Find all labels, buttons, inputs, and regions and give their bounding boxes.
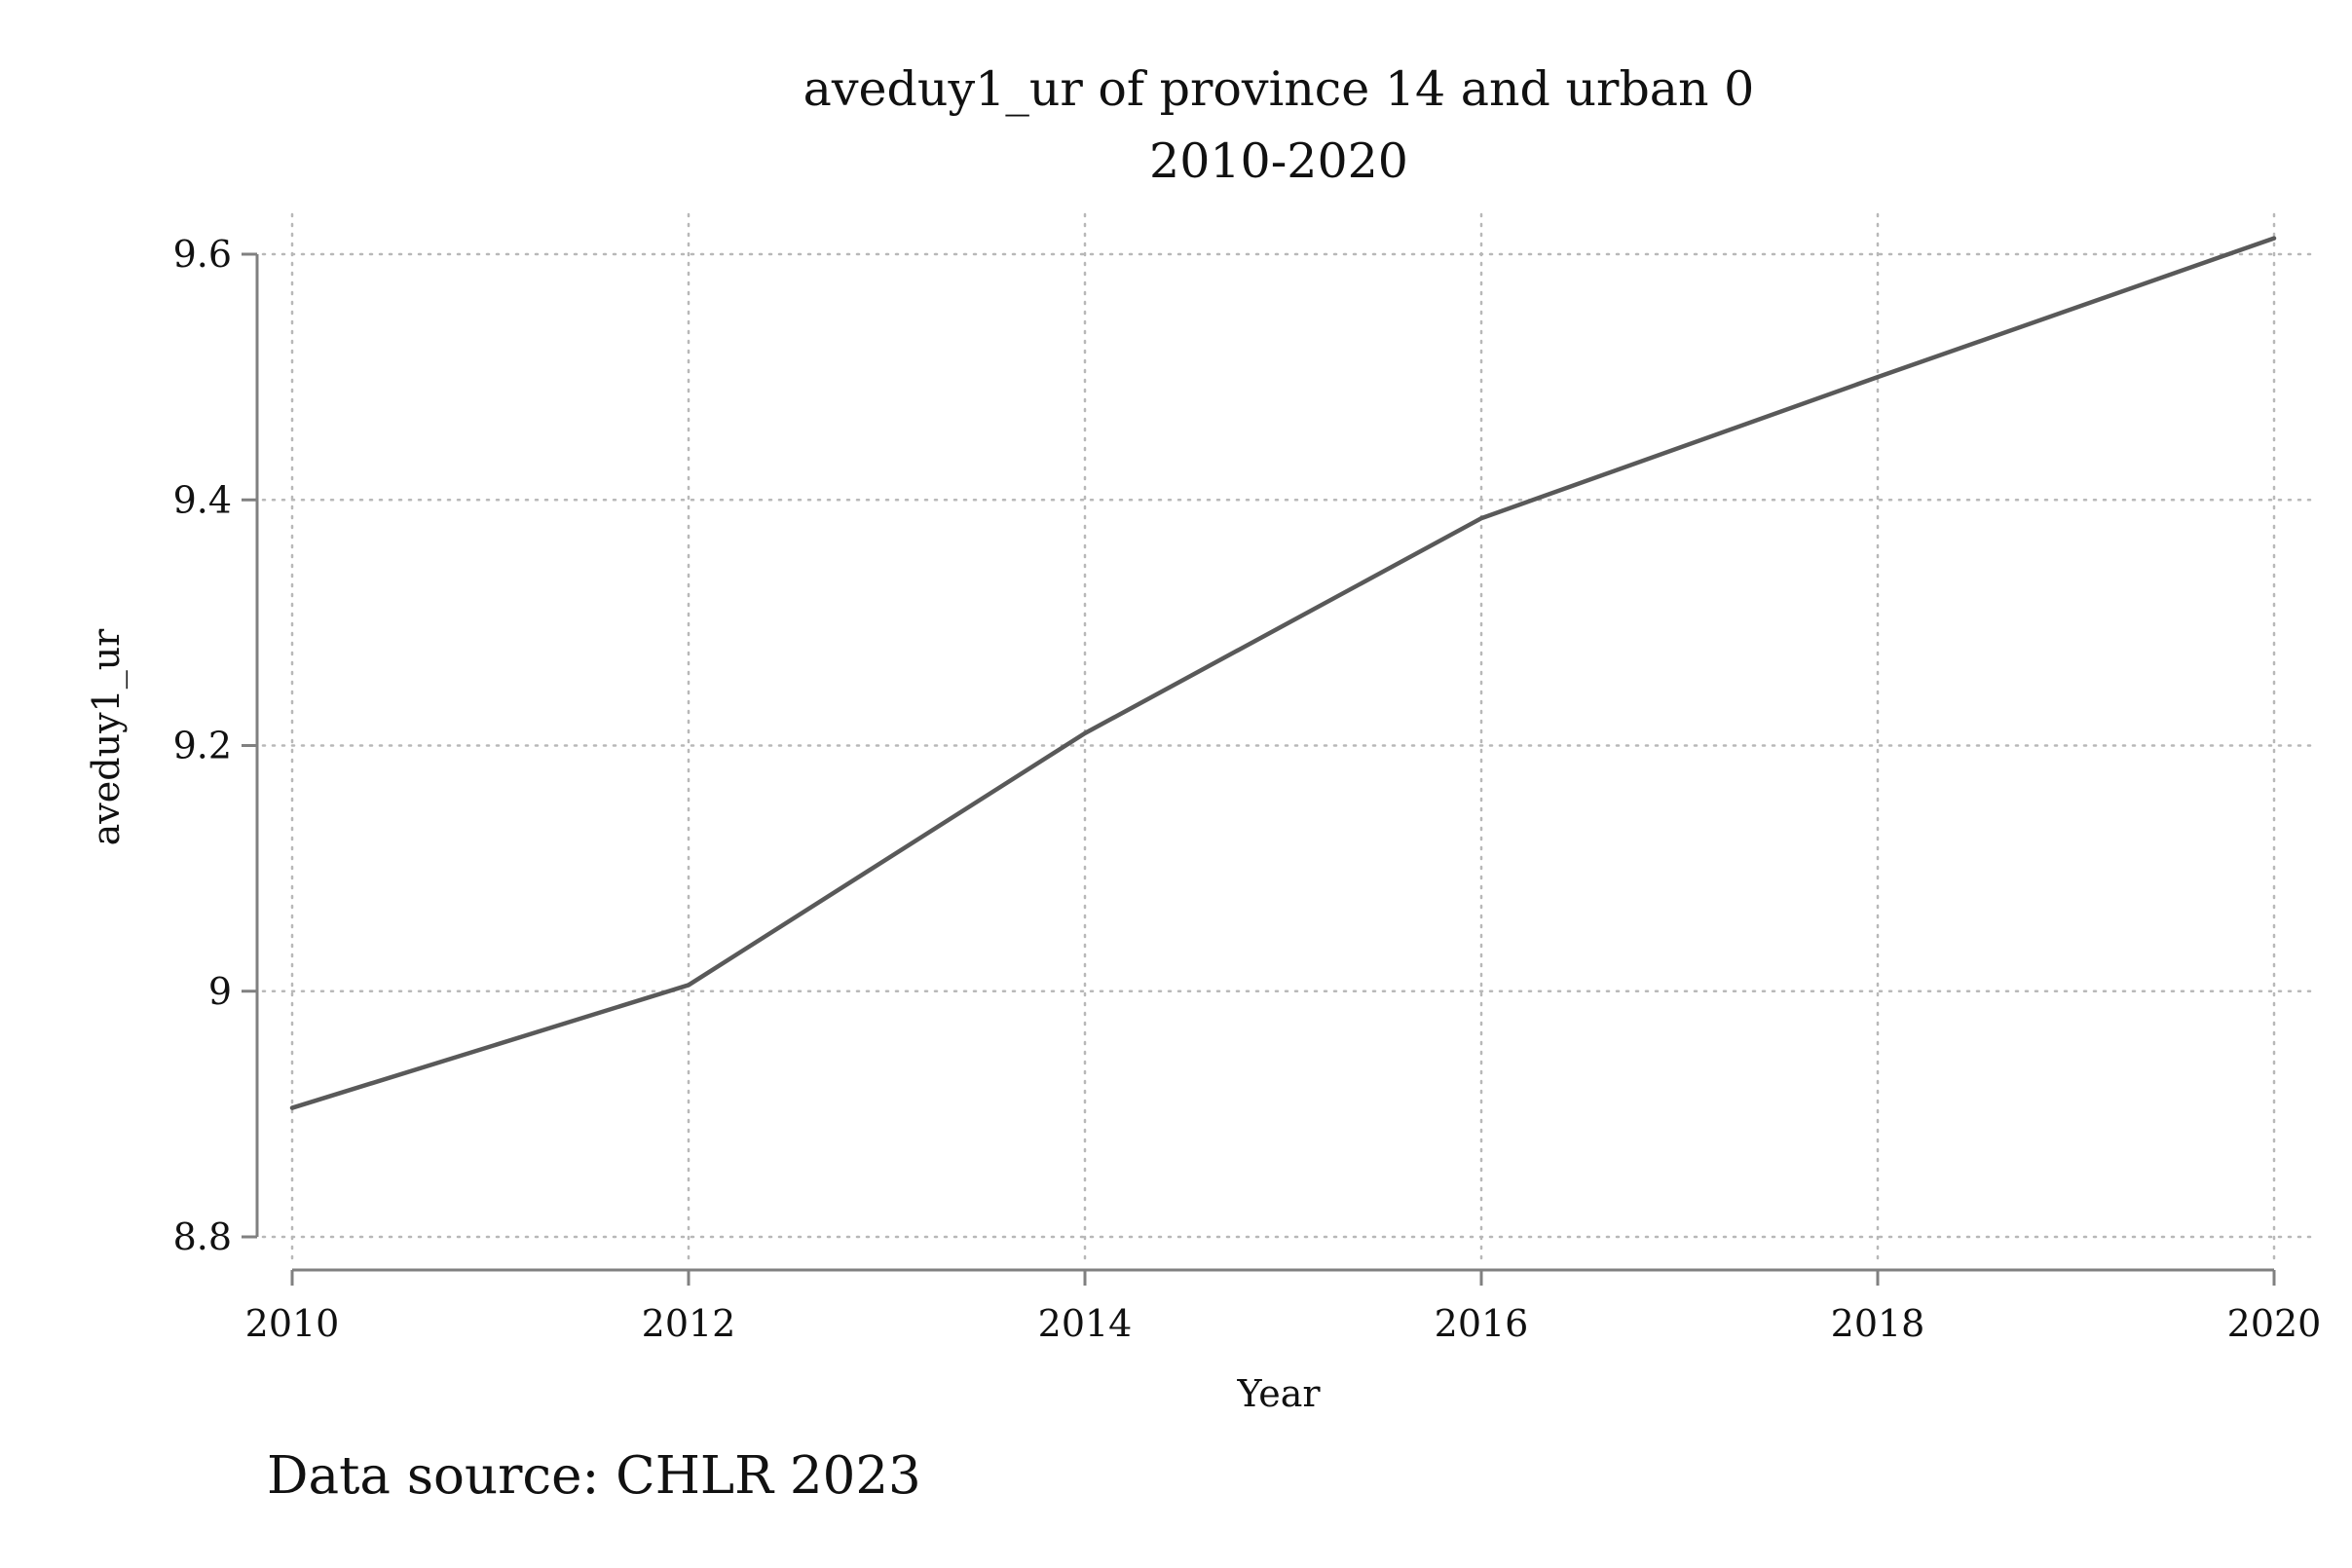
x-tick-label: 2016 bbox=[1435, 1302, 1529, 1345]
x-axis-label: Year bbox=[1236, 1372, 1321, 1415]
y-tick-label: 8.8 bbox=[173, 1215, 232, 1258]
chart-subtitle: 2010-2020 bbox=[1149, 133, 1408, 189]
chart-title: aveduy1_ur of province 14 and urban 0 bbox=[803, 61, 1755, 117]
grid-lines bbox=[261, 212, 2315, 1266]
x-tick-label: 2014 bbox=[1038, 1302, 1133, 1345]
y-tick-label: 9.2 bbox=[173, 725, 232, 767]
x-tick-label: 2010 bbox=[245, 1302, 340, 1345]
y-tick-label: 9.4 bbox=[173, 478, 232, 521]
x-tick-label: 2012 bbox=[642, 1302, 736, 1345]
axes bbox=[255, 254, 2274, 1272]
y-axis-label: aveduy1_ur bbox=[85, 628, 129, 846]
series-line bbox=[289, 236, 2277, 1110]
y-tick-label: 9.6 bbox=[173, 233, 232, 276]
y-axis-ticks: 8.8 9 9.2 9.4 9.6 bbox=[173, 233, 257, 1258]
y-tick-label: 9 bbox=[208, 970, 232, 1013]
x-axis-ticks: 2010 2012 2014 2016 2018 2020 bbox=[245, 1270, 2322, 1345]
x-tick-label: 2020 bbox=[2227, 1302, 2322, 1345]
data-source-note: Data source: CHLR 2023 bbox=[267, 1446, 921, 1506]
series-layer bbox=[289, 236, 2277, 1110]
x-tick-label: 2018 bbox=[1831, 1302, 1925, 1345]
